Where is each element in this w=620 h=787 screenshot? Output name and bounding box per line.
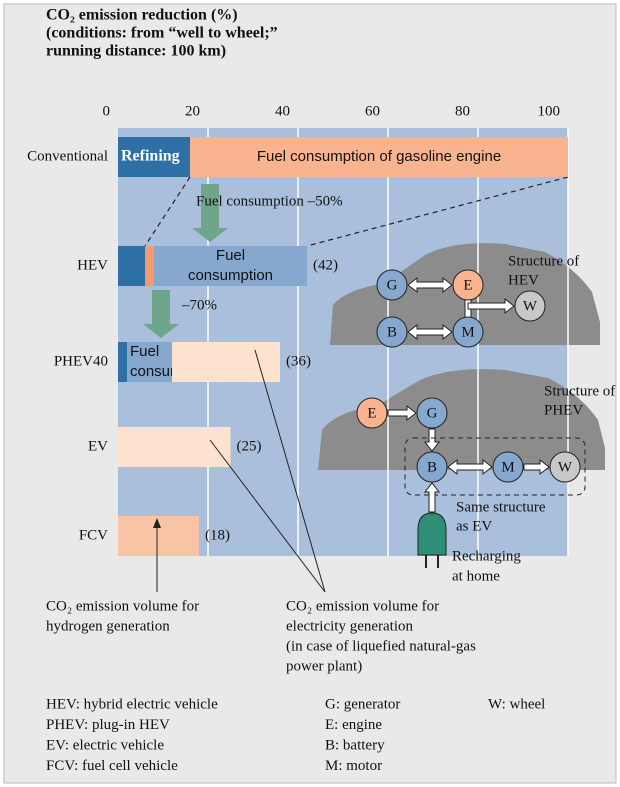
diagram-title: Structure of (544, 383, 615, 399)
bar-segment (118, 427, 231, 467)
note: power plant) (286, 658, 362, 674)
x-tick-label: 40 (275, 103, 290, 119)
x-tick-label: 80 (455, 103, 470, 119)
chart-title: CO₂ emission reduction (%) (46, 7, 238, 24)
note: CO₂ emission volume for (286, 598, 439, 614)
segment-label: Fuel (216, 247, 245, 264)
y-tick-label: Conventional (27, 148, 108, 164)
diagram-note: as EV (456, 518, 492, 534)
diagram-note: at home (452, 568, 500, 584)
value-label: (42) (313, 257, 338, 273)
node-label: B (387, 324, 397, 340)
node-label: B (427, 459, 437, 475)
abbreviation: G: generator (325, 696, 400, 712)
abbreviation: HEV: hybrid electric vehicle (46, 696, 218, 712)
y-tick-label: EV (88, 438, 108, 454)
annotation: Fuel consumption –50% (196, 193, 343, 209)
abbreviation: PHEV: plug-in HEV (46, 717, 170, 733)
note: hydrogen generation (46, 618, 170, 634)
abbreviation: FCV: fuel cell vehicle (46, 758, 178, 774)
chart-title: running distance: 100 km) (46, 43, 226, 60)
segment-label: Fuel (130, 343, 159, 360)
x-tick-label: 100 (538, 103, 561, 119)
abbreviation: E: engine (325, 717, 382, 733)
value-label: (36) (286, 353, 311, 369)
abbreviation: M: motor (325, 758, 382, 774)
segment-label: consumption (188, 267, 273, 284)
node-label: M (501, 459, 514, 475)
chart: CO₂ emission reduction (%)(conditions: f… (0, 0, 620, 787)
bar-segment (172, 342, 280, 382)
note: CO₂ emission volume for (46, 598, 199, 614)
value-label: (25) (237, 438, 262, 454)
diagram-title: PHEV (544, 402, 583, 418)
segment-label: Refining (121, 148, 180, 165)
node-label: G (427, 405, 438, 421)
diagram-title: HEV (508, 272, 539, 288)
note: (in case of liquefied natural-gas (286, 638, 476, 654)
node-label: E (463, 277, 472, 293)
value-label: (18) (205, 527, 230, 543)
diagram-note: Recharging (452, 548, 521, 564)
y-tick-label: FCV (79, 527, 108, 543)
x-tick-label: 60 (365, 103, 380, 119)
node-label: G (387, 277, 398, 293)
diagram-note: Same structure (456, 499, 546, 515)
y-tick-label: PHEV40 (54, 353, 108, 369)
x-tick-label: 0 (103, 103, 111, 119)
abbreviation: EV: electric vehicle (46, 737, 164, 753)
bar-segment (118, 246, 145, 286)
abbreviation: W: wheel (488, 696, 545, 712)
abbreviation: B: battery (325, 737, 385, 753)
plug (418, 513, 446, 555)
note: electricity generation (286, 618, 414, 634)
y-tick-label: HEV (77, 257, 108, 273)
node-label: M (461, 324, 474, 340)
node-label: W (523, 298, 538, 314)
x-tick-label: 20 (185, 103, 200, 119)
annotation: –70% (181, 297, 217, 313)
bar-segment (118, 342, 127, 382)
diagram-title: Structure of (508, 253, 579, 269)
bar-segment (145, 246, 154, 286)
node-label: W (558, 459, 573, 475)
segment-label: Fuel consumption of gasoline engine (257, 148, 501, 165)
node-label: E (367, 405, 376, 421)
chart-title: (conditions: from “well to wheel;” (46, 25, 278, 42)
